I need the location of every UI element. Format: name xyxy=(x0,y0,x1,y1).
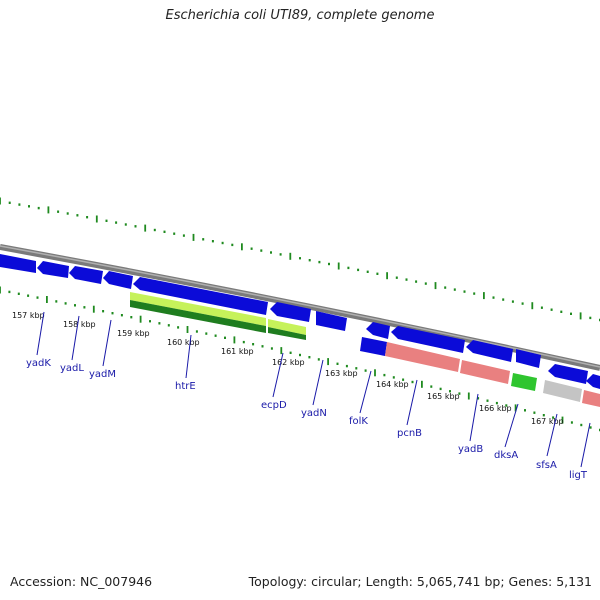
kbp-label: 163 kbp xyxy=(325,369,358,378)
cds-arrow[interactable] xyxy=(103,271,133,289)
cds-arrow[interactable] xyxy=(0,254,36,273)
cds-arrow[interactable] xyxy=(316,311,347,331)
gene-block[interactable] xyxy=(511,373,537,391)
cds-arrow[interactable] xyxy=(391,326,465,353)
gene-block[interactable] xyxy=(543,380,582,402)
gene-leader-line xyxy=(185,334,192,379)
genome-title: Escherichia coli UTI89, complete genome xyxy=(165,8,435,23)
gene-label-ligT[interactable]: ligT xyxy=(569,470,588,481)
kbp-label: 166 kbp xyxy=(479,404,512,413)
kbp-label: 161 kbp xyxy=(221,347,254,356)
gene-leader-line xyxy=(504,403,519,448)
kbp-labels: 157 kbp 158 kbp 159 kbp 160 kbp 161 kbp 162 k… xyxy=(12,311,564,426)
genome-backbone-highlight xyxy=(0,245,600,368)
gene-block[interactable] xyxy=(385,342,460,372)
gene-leader-line xyxy=(359,370,372,414)
cds-arrow[interactable] xyxy=(37,261,69,278)
htre-gene-bars[interactable] xyxy=(130,292,306,340)
gene-label-htrE[interactable]: htrE xyxy=(175,381,196,392)
cds-arrow[interactable] xyxy=(516,349,541,368)
kbp-label: 157 kbp xyxy=(12,311,45,320)
inner-tick-ring xyxy=(0,286,600,432)
gene-leader-line xyxy=(36,311,45,356)
gene-label-yadB[interactable]: yadB xyxy=(458,444,483,455)
topology-summary: Topology: circular; Length: 5,065,741 bp… xyxy=(248,574,592,589)
accession-label: Accession: NC_007946 xyxy=(10,574,153,589)
outer-tick-ring xyxy=(0,197,600,322)
gene-label-dksA[interactable]: dksA xyxy=(494,450,518,461)
gene-label-yadM[interactable]: yadM xyxy=(89,369,116,380)
gene-block[interactable] xyxy=(582,390,600,407)
gene-label-sfsA[interactable]: sfsA xyxy=(536,460,557,471)
gene-label-yadL[interactable]: yadL xyxy=(60,363,84,374)
cds-arrow[interactable] xyxy=(133,277,268,315)
gene-labels: yadK yadL yadM htrE ecpD yadN folK pcnB yadB dksA… xyxy=(26,358,588,481)
cds-arrow[interactable] xyxy=(270,302,311,322)
cds-arrow[interactable] xyxy=(360,337,387,356)
kbp-label: 158 kbp xyxy=(63,320,96,329)
gene-leader-line xyxy=(71,315,80,361)
cds-arrow[interactable] xyxy=(69,266,103,284)
kbp-label: 164 kbp xyxy=(376,380,409,389)
gene-label-yadK[interactable]: yadK xyxy=(26,358,51,369)
cds-row-minus xyxy=(0,254,600,389)
kbp-label: 162 kbp xyxy=(272,358,305,367)
cds-arrow[interactable] xyxy=(586,374,600,389)
gene-leader-line xyxy=(580,422,591,468)
gene-leader-line xyxy=(312,359,324,406)
kbp-label: 160 kbp xyxy=(167,338,200,347)
cds-row-plus xyxy=(360,337,600,407)
kbp-label: 159 kbp xyxy=(117,329,150,338)
kbp-label: 167 kbp xyxy=(531,417,564,426)
gene-leader-line xyxy=(406,379,418,426)
gene-leader-lines xyxy=(36,311,591,468)
gene-label-pcnB[interactable]: pcnB xyxy=(397,428,422,439)
kbp-label: 165 kbp xyxy=(427,392,460,401)
gene-leader-line xyxy=(102,319,112,367)
cds-arrow[interactable] xyxy=(366,322,390,339)
gene-label-folK[interactable]: folK xyxy=(349,416,368,427)
cds-arrow[interactable] xyxy=(548,364,588,384)
gene-leader-line xyxy=(272,352,284,398)
gene-block[interactable] xyxy=(460,360,510,384)
cds-arrow[interactable] xyxy=(466,340,513,362)
gene-label-ecpD[interactable]: ecpD xyxy=(261,400,287,411)
gene-leader-line xyxy=(546,413,558,457)
gene-leader-line xyxy=(469,393,479,442)
gene-label-yadN[interactable]: yadN xyxy=(301,408,327,419)
